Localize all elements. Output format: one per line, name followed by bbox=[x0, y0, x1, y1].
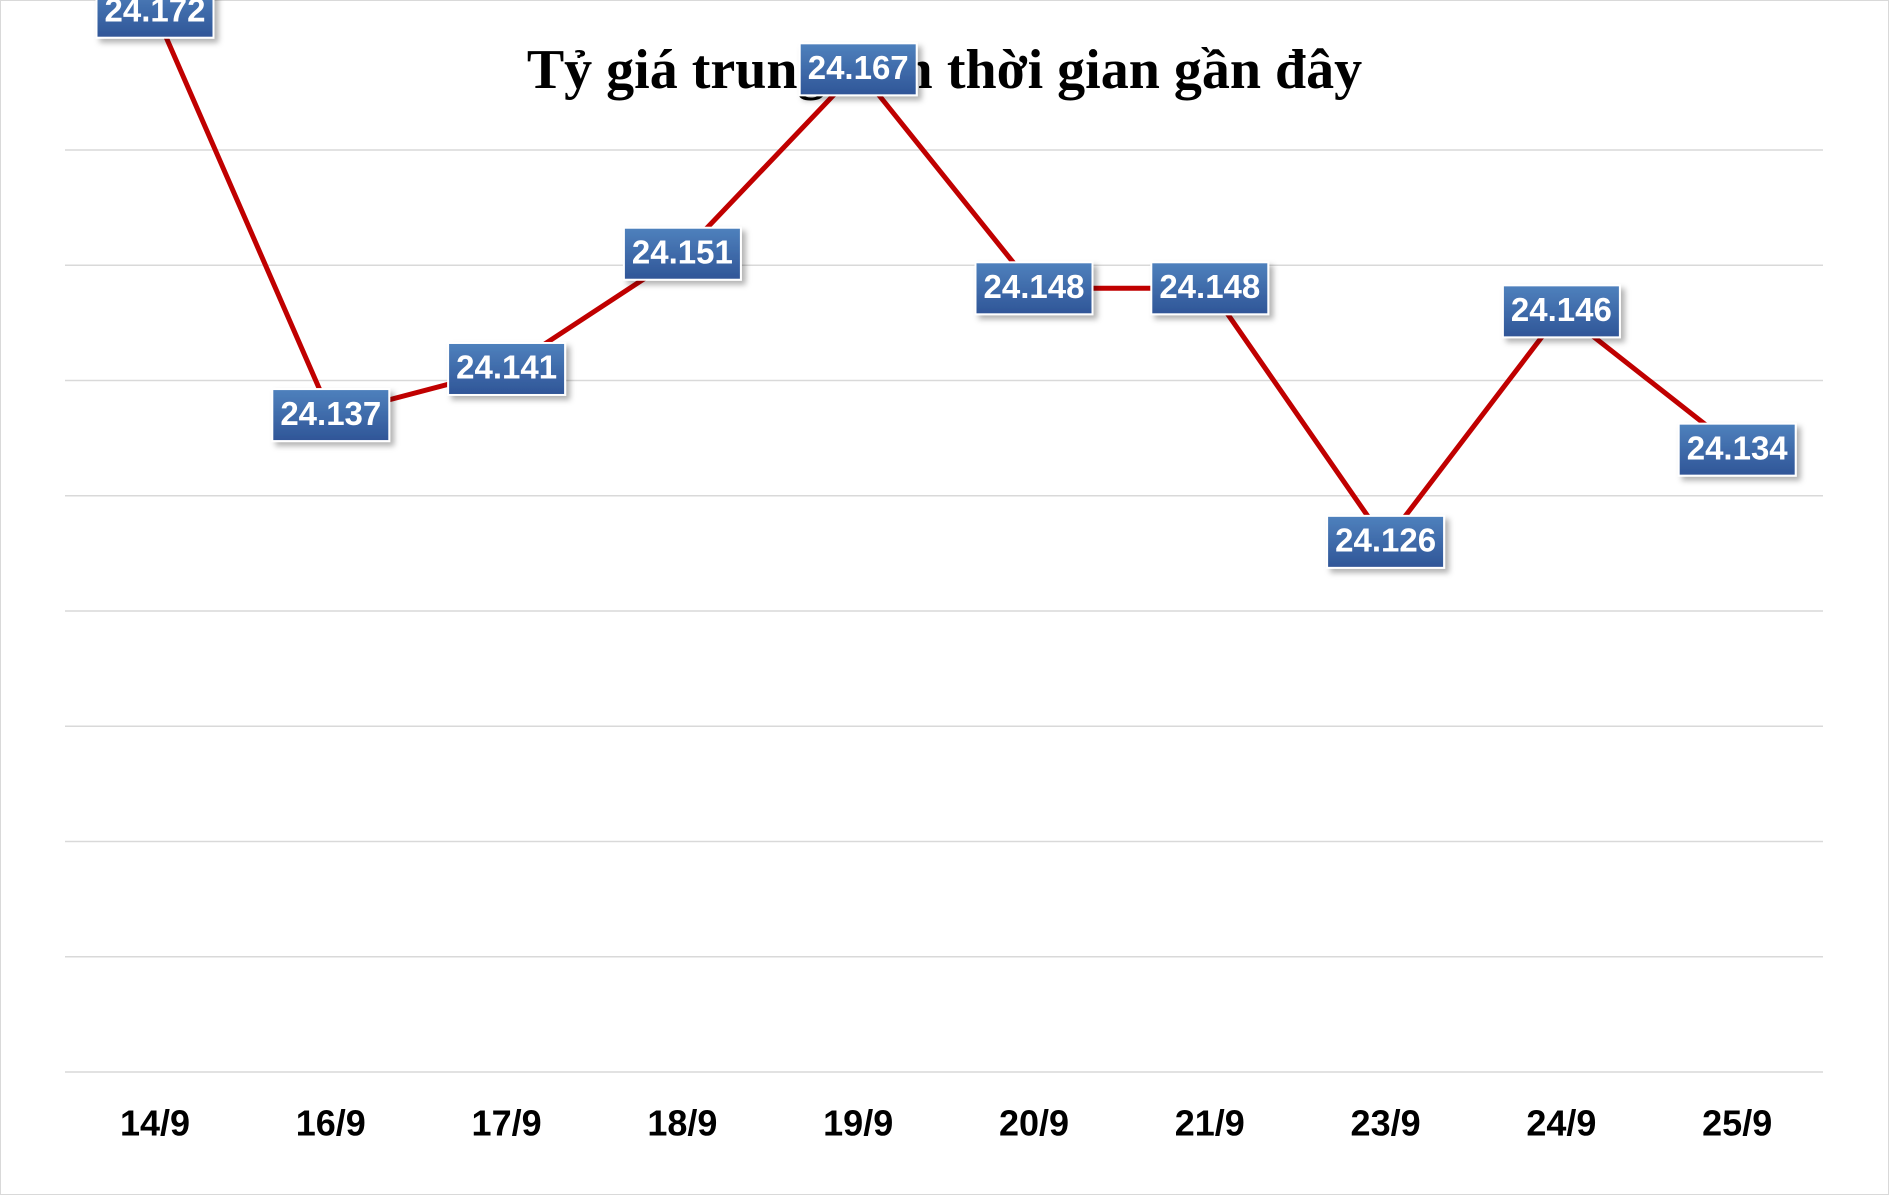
data-label: 24.172 bbox=[95, 0, 215, 39]
x-tick-label: 23/9 bbox=[1351, 1103, 1421, 1144]
data-label-text: 24.141 bbox=[456, 349, 557, 386]
data-label-box bbox=[1501, 284, 1621, 339]
data-labels: 24.172 24.137 24.141 24.151 24.167 24.148 24.1… bbox=[95, 0, 1797, 569]
x-tick-label: 21/9 bbox=[1175, 1103, 1245, 1144]
chart-title: Tỷ giá trung tâm thời gian gần đây bbox=[526, 39, 1363, 101]
data-label-text: 24.172 bbox=[105, 0, 206, 28]
x-tick-label: 24/9 bbox=[1526, 1103, 1596, 1144]
data-label-box bbox=[1677, 422, 1797, 477]
series-line-layer bbox=[152, 9, 1740, 545]
data-label: 24.167 bbox=[798, 42, 918, 97]
data-label: 24.126 bbox=[1326, 514, 1446, 569]
data-label-box bbox=[271, 388, 391, 443]
data-label: 24.141 bbox=[447, 341, 567, 396]
data-label: 24.148 bbox=[1150, 261, 1270, 316]
data-label: 24.134 bbox=[1677, 422, 1797, 477]
data-label-text: 24.167 bbox=[808, 49, 909, 86]
data-label-box bbox=[622, 226, 742, 281]
x-tick-label: 19/9 bbox=[823, 1103, 893, 1144]
data-label-box bbox=[1150, 261, 1270, 316]
data-label: 24.137 bbox=[271, 388, 391, 443]
data-label-text: 24.151 bbox=[632, 233, 733, 270]
x-axis-tick-labels: 14/9 16/9 17/9 18/9 19/9 20/9 21/9 23/9 24/9 25/9 bbox=[120, 1103, 1772, 1144]
data-label-text: 24.146 bbox=[1511, 291, 1612, 328]
x-tick-label: 18/9 bbox=[647, 1103, 717, 1144]
gridlines bbox=[65, 149, 1823, 1073]
x-tick-label: 17/9 bbox=[472, 1103, 542, 1144]
data-label-text: 24.126 bbox=[1335, 522, 1436, 559]
series-line bbox=[152, 9, 1740, 545]
data-label-text: 24.137 bbox=[280, 395, 381, 432]
data-label-text: 24.148 bbox=[1159, 268, 1260, 305]
data-label: 24.148 bbox=[974, 261, 1094, 316]
data-label-text: 24.134 bbox=[1687, 429, 1789, 466]
data-label-box bbox=[798, 42, 918, 97]
data-label-box bbox=[1326, 514, 1446, 569]
data-label: 24.146 bbox=[1501, 284, 1621, 339]
x-tick-label: 20/9 bbox=[999, 1103, 1069, 1144]
x-tick-label: 14/9 bbox=[120, 1103, 190, 1144]
data-label: 24.151 bbox=[622, 226, 742, 281]
data-label-box bbox=[95, 0, 215, 39]
data-label-box bbox=[447, 341, 567, 396]
data-label-text: 24.148 bbox=[984, 268, 1085, 305]
x-tick-label: 25/9 bbox=[1702, 1103, 1772, 1144]
x-tick-label: 16/9 bbox=[296, 1103, 366, 1144]
data-label-box bbox=[974, 261, 1094, 316]
